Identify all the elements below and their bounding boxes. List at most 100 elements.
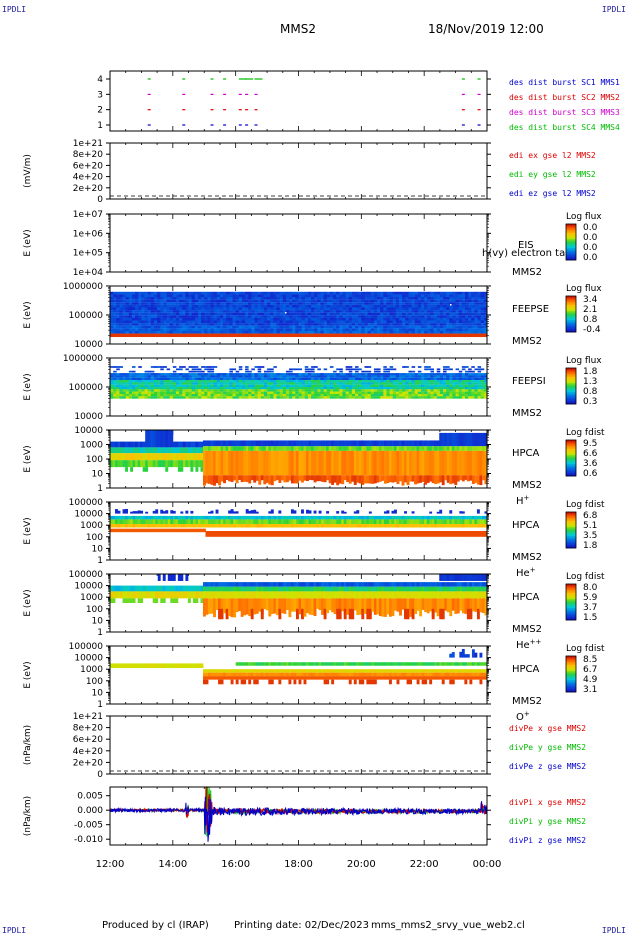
- y-tick-label: 1e+06: [73, 229, 104, 239]
- spectrogram-cell: [217, 292, 221, 295]
- spectrogram-cell: [170, 380, 174, 382]
- spectrogram-cell: [452, 446, 455, 451]
- spectrogram-cell: [198, 371, 202, 373]
- spectrogram-cell: [115, 460, 118, 467]
- spectrogram-cell: [386, 396, 390, 398]
- spectrogram-cell: [421, 305, 425, 308]
- spectrogram-cell: [424, 366, 428, 368]
- spectrogram-cell: [427, 392, 431, 394]
- spectrogram-cell: [430, 396, 434, 398]
- spectrogram-cell: [281, 446, 284, 451]
- spectrogram-cell: [478, 328, 482, 331]
- spectrogram-cell: [192, 315, 196, 318]
- spectrogram-cell: [154, 328, 158, 331]
- spectrogram-cell: [211, 373, 215, 375]
- spectrogram-cell: [402, 446, 405, 451]
- spectrogram-cell: [399, 451, 402, 475]
- spectrogram-cell: [167, 300, 171, 303]
- spectrogram-cell: [462, 446, 465, 451]
- spectrogram-cell: [474, 328, 478, 331]
- spectrogram-cell: [305, 328, 309, 331]
- spectrogram-cell: [330, 387, 334, 389]
- spectrogram-cell: [383, 300, 387, 303]
- spectrogram-cell: [157, 331, 161, 334]
- spectrogram-cell: [141, 318, 145, 321]
- spectrogram-cell: [390, 389, 394, 391]
- spectrogram-cell: [482, 451, 485, 475]
- spectrogram-cell: [207, 334, 211, 337]
- spectrogram-cell: [454, 446, 457, 451]
- spectrogram-cell: [314, 382, 318, 384]
- spectrogram-cell: [440, 331, 444, 334]
- spectrogram-cell: [437, 294, 441, 297]
- spectrogram-cell: [176, 318, 180, 321]
- spectrogram-cell: [195, 373, 199, 375]
- spectrogram-cell: [151, 375, 155, 377]
- spectrogram-cell: [324, 294, 328, 297]
- spectrogram-cell: [261, 396, 265, 398]
- spectrogram-cell: [145, 310, 149, 313]
- spectrogram-cell: [305, 366, 309, 368]
- spectrogram-cell: [368, 373, 372, 375]
- spectrogram-cell: [368, 294, 372, 297]
- spectrogram-cell: [412, 313, 416, 316]
- spectrogram-cell: [189, 389, 193, 391]
- spectrogram-cell: [189, 300, 193, 303]
- spectrogram-cell: [462, 451, 465, 475]
- spectrogram-cell: [135, 392, 139, 394]
- spectrogram-cell: [189, 396, 193, 398]
- spectrogram-cell: [286, 396, 290, 398]
- spectrogram-cell: [198, 305, 202, 308]
- spectrogram-cell: [211, 396, 215, 398]
- spectrogram-cell: [258, 382, 262, 384]
- spectrogram-cell: [459, 373, 463, 375]
- spectrogram-cell: [358, 321, 362, 324]
- spectrogram-cell: [118, 442, 121, 448]
- spectrogram-cell: [352, 387, 356, 389]
- spectrogram-cell: [189, 387, 193, 389]
- spectrogram-cell: [138, 310, 142, 313]
- spectrogram-cell: [405, 382, 409, 384]
- spectrogram-cell: [192, 328, 196, 331]
- spectrogram-cell: [223, 331, 227, 334]
- spectrogram-cell: [368, 378, 372, 380]
- spectrogram-cell: [399, 396, 403, 398]
- spectrogram-cell: [481, 310, 485, 313]
- spectrogram-cell: [361, 440, 364, 446]
- spectrogram-cell: [427, 318, 431, 321]
- spectrogram-cell: [233, 382, 237, 384]
- spectrogram-cell: [386, 389, 390, 391]
- spectrogram-cell: [440, 375, 444, 377]
- spectrogram-cell: [394, 440, 397, 446]
- spectrogram-cell: [271, 451, 274, 475]
- spectrogram-cell: [405, 305, 409, 308]
- spectrogram-cell: [352, 310, 356, 313]
- spectrogram-cell: [462, 292, 466, 295]
- spectrogram-cell: [299, 313, 303, 316]
- spectrogram-cell: [402, 387, 406, 389]
- spectrogram-cell: [386, 446, 389, 451]
- spectrogram-cell: [116, 294, 120, 297]
- spectrogram-cell: [295, 302, 299, 305]
- spectrogram-cell: [255, 378, 259, 380]
- spectrogram-cell: [150, 447, 153, 453]
- spectrogram-cell: [317, 380, 321, 382]
- spectrogram-cell: [408, 313, 412, 316]
- spectrogram-cell: [465, 380, 469, 382]
- spectrogram-cell: [327, 307, 331, 310]
- spectrogram-cell: [123, 294, 127, 297]
- spectrogram-cell: [198, 294, 202, 297]
- spectrogram-cell: [286, 292, 290, 295]
- spectrogram-cell: [119, 321, 123, 324]
- spectrogram-cell: [264, 305, 268, 308]
- spectrogram-cell: [195, 300, 199, 303]
- spectrogram-cell: [286, 385, 290, 387]
- spectrogram-cell: [339, 389, 343, 391]
- spectrogram-cell: [324, 385, 328, 387]
- spectrogram-cell: [198, 315, 202, 318]
- spectrogram-cell: [311, 300, 315, 303]
- spectrogram-cell: [405, 292, 409, 295]
- spectrogram-cell: [452, 326, 456, 329]
- spectrogram-cell: [374, 373, 378, 375]
- spectrogram-cell: [116, 321, 120, 324]
